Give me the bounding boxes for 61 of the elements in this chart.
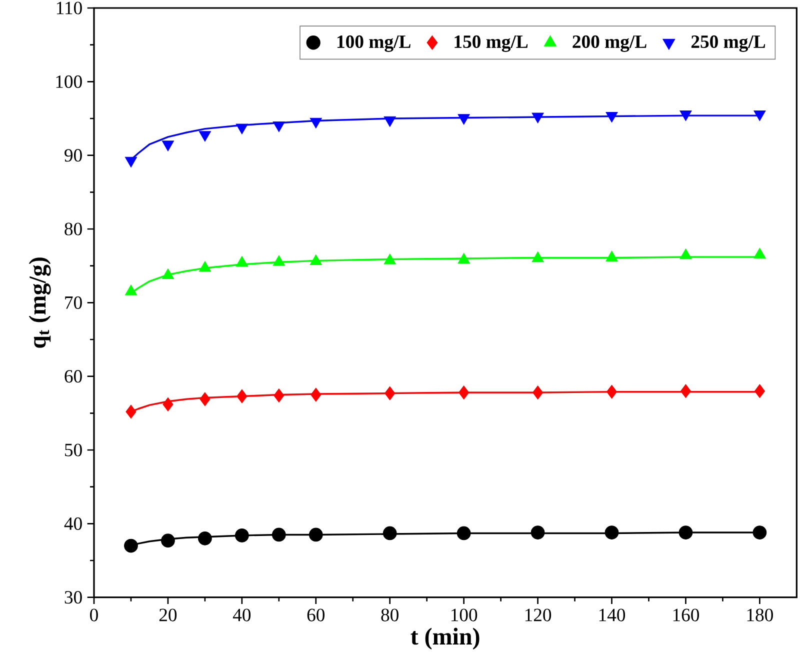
point (678, 526, 693, 540)
point (308, 528, 323, 542)
x-tick-label: 0 (90, 608, 98, 622)
point (236, 389, 248, 404)
point (606, 384, 618, 399)
x-tick-label: 100 (451, 608, 478, 622)
point (124, 156, 138, 168)
legend-label: 150 mg/L (454, 35, 528, 52)
y-tick-label: 90 (64, 149, 82, 162)
point (530, 526, 545, 540)
legend-label: 100 mg/L (338, 35, 410, 52)
y-tick-label: 70 (65, 296, 82, 309)
point (754, 110, 766, 122)
point (458, 386, 470, 400)
point (124, 538, 138, 553)
y-tick-label: 100 (56, 75, 82, 88)
point (458, 114, 470, 125)
point (162, 140, 174, 152)
point (234, 528, 249, 542)
x-tick-label: 180 (747, 608, 773, 622)
point (680, 110, 692, 122)
x-tick-label: 20 (159, 608, 177, 622)
point (272, 122, 285, 132)
y-tick-label: 60 (64, 370, 82, 383)
y-axis-title: q$_{t}$ (mg/g) (28, 258, 51, 348)
point (754, 384, 765, 398)
y-tick-label: 30 (64, 591, 82, 604)
point (532, 112, 544, 124)
point (126, 404, 136, 419)
point (604, 526, 619, 540)
x-tick-label: 140 (599, 608, 626, 622)
x-axis-title: t (min) (410, 628, 480, 650)
point (606, 112, 618, 122)
y-tick-label: 110 (56, 2, 82, 14)
point (161, 534, 175, 548)
x-tick-label: 80 (381, 608, 398, 622)
point (456, 526, 471, 540)
y-tick-label: 40 (64, 517, 82, 530)
point (310, 388, 322, 402)
point (272, 528, 286, 542)
point (198, 131, 211, 142)
point (384, 386, 396, 400)
y-tick-label: 80 (64, 222, 82, 236)
point (532, 386, 544, 400)
x-tick-label: 40 (232, 608, 251, 622)
point (236, 124, 248, 134)
point (384, 116, 396, 127)
point (382, 526, 397, 540)
x-tick-label: 120 (525, 608, 552, 622)
point (198, 531, 212, 546)
point (162, 397, 174, 412)
legend-label: 250 mg/L (691, 35, 766, 52)
point (310, 118, 322, 128)
x-tick-label: 160 (673, 608, 700, 622)
point (752, 526, 767, 540)
point (200, 392, 210, 406)
point (274, 388, 284, 402)
y-tick-label: 50 (65, 444, 82, 456)
point (680, 384, 691, 398)
legend-label: 200 mg/L (572, 35, 646, 52)
x-tick-label: 60 (307, 608, 325, 622)
